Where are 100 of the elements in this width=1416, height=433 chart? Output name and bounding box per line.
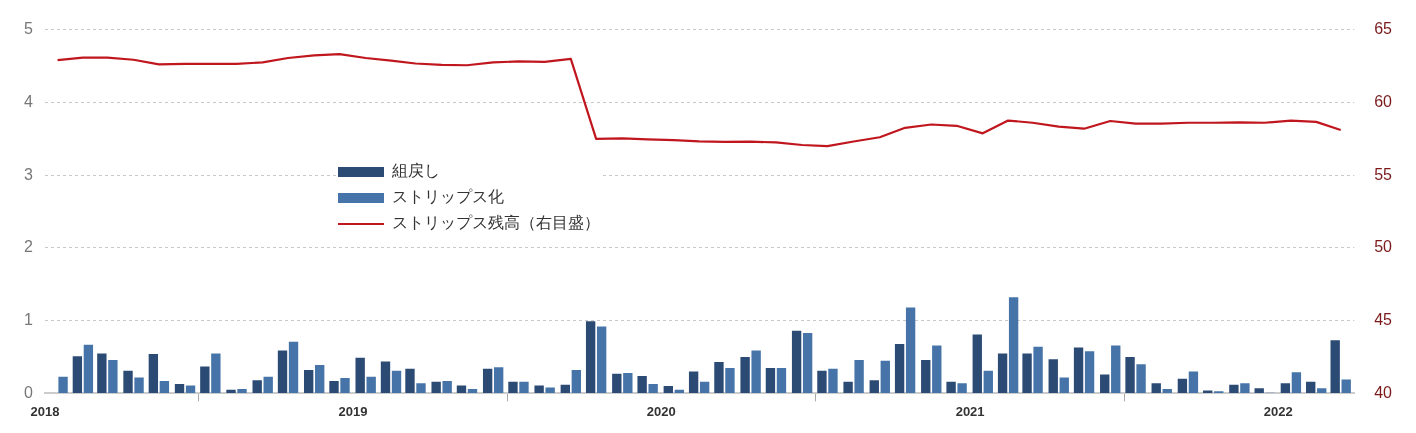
bar (932, 345, 942, 393)
bar (252, 380, 262, 393)
bar (200, 366, 210, 393)
bar (997, 353, 1008, 393)
bar (108, 359, 118, 393)
bar (1317, 388, 1327, 393)
bar (1073, 347, 1084, 393)
bar (237, 389, 247, 393)
bar (791, 330, 802, 393)
bar (751, 350, 761, 393)
bar (596, 326, 607, 393)
bar (263, 376, 273, 393)
x-tick-label: 2021 (955, 403, 985, 419)
bar (355, 357, 365, 393)
bar (97, 353, 107, 393)
y2-tick-label: 60 (1374, 92, 1393, 110)
bar (123, 370, 133, 393)
bar (869, 380, 879, 393)
bar (1008, 297, 1019, 393)
bar (431, 381, 441, 393)
bar (366, 376, 376, 393)
legend-label: ストリップス残高（右目盛） (392, 214, 600, 231)
bar (391, 370, 402, 393)
bar (211, 353, 221, 393)
y-tick-label: 5 (23, 20, 33, 38)
bar (1125, 357, 1135, 393)
bar (174, 383, 185, 393)
bar (854, 359, 864, 393)
bar (519, 381, 529, 393)
bar (1280, 383, 1291, 393)
bar (905, 307, 916, 393)
bar (1188, 371, 1199, 393)
x-tick-label: 2022 (1263, 403, 1293, 419)
bar (304, 370, 314, 393)
bar (508, 381, 518, 393)
bar (1177, 378, 1188, 393)
bar (416, 383, 426, 393)
bar (1111, 345, 1121, 393)
bar (148, 354, 159, 393)
bar (843, 381, 853, 393)
legend-label: 組戻し (392, 162, 440, 179)
bar (329, 381, 339, 393)
bar (714, 362, 724, 393)
bar (1203, 390, 1213, 393)
y2-tick-label: 50 (1374, 238, 1393, 256)
bar (288, 341, 299, 393)
bar (1022, 353, 1032, 393)
bar (1100, 374, 1110, 393)
bar (467, 389, 478, 393)
bar (880, 360, 890, 393)
bar (560, 384, 570, 393)
bar (663, 386, 673, 393)
bar (482, 368, 493, 393)
bar (1229, 384, 1239, 393)
bar (1291, 372, 1302, 393)
bar (1162, 389, 1172, 393)
bar (623, 373, 633, 393)
bar (585, 321, 596, 393)
bar (456, 385, 467, 393)
bar (1136, 364, 1146, 393)
bar (159, 381, 170, 393)
bar (1033, 346, 1043, 393)
y-tick-label: 0 (23, 383, 33, 401)
x-tick-label: 2019 (338, 403, 368, 419)
bar (894, 343, 905, 393)
y-tick-label: 2 (23, 238, 33, 256)
y2-tick-label: 65 (1374, 20, 1393, 38)
bar (612, 373, 622, 393)
legend-label: ストリップス化 (392, 188, 504, 205)
bar (72, 356, 83, 393)
bar (315, 365, 325, 393)
bar (740, 357, 750, 393)
bar (493, 367, 504, 393)
bar (1048, 359, 1058, 393)
bar (817, 370, 827, 393)
bar (972, 334, 982, 393)
x-tick-label: 2020 (646, 403, 676, 419)
bar (828, 368, 838, 393)
bar (674, 389, 684, 393)
bar (1084, 351, 1095, 393)
bar (277, 350, 288, 393)
y2-tick-label: 55 (1374, 165, 1393, 183)
bar (134, 377, 144, 393)
bar (380, 361, 391, 393)
bar (442, 381, 452, 393)
bar (725, 367, 735, 393)
bar (534, 385, 544, 393)
bar (699, 381, 710, 393)
bar (688, 371, 699, 393)
bar (1341, 379, 1351, 393)
bar (1254, 388, 1264, 393)
bar (1330, 340, 1340, 393)
y-tick-label: 1 (23, 311, 33, 329)
bar (765, 367, 776, 393)
bar (1151, 383, 1161, 393)
bar (340, 378, 350, 393)
bar (802, 333, 813, 393)
bar (648, 383, 658, 393)
y-tick-label: 4 (23, 92, 33, 110)
bar (571, 370, 582, 393)
